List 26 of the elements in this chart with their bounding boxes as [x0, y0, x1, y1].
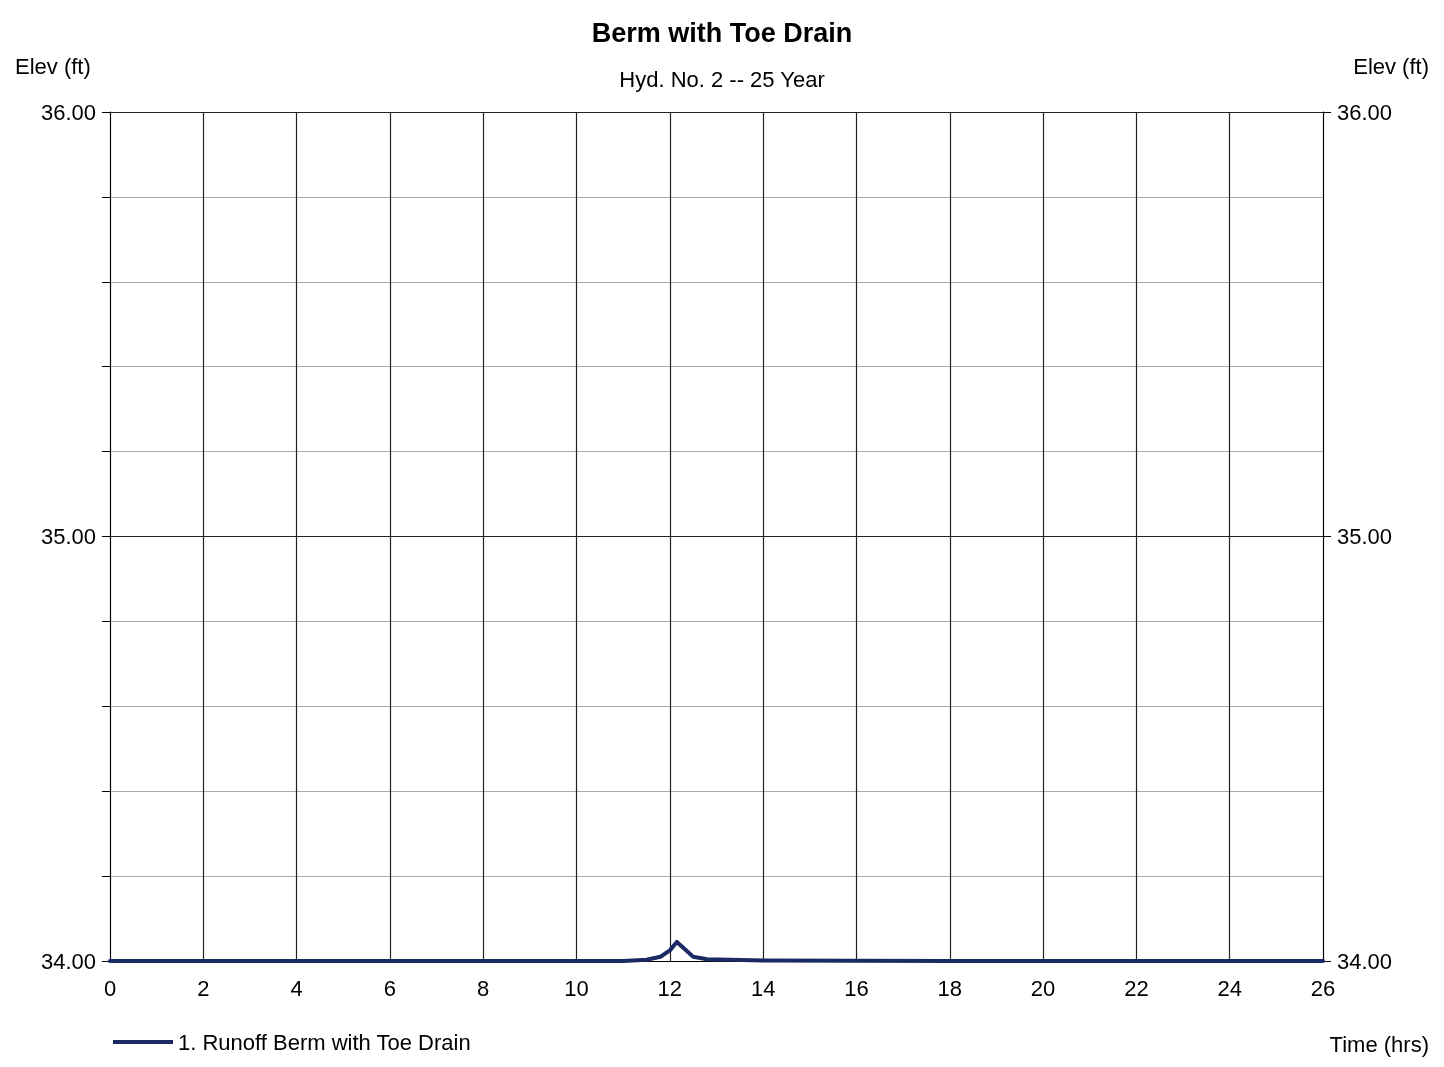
x-tick-label: 6 [383, 975, 397, 1001]
legend-label: 1. Runoff Berm with Toe Drain [178, 1029, 471, 1055]
x-axis-title: Time (hrs) [1329, 1031, 1430, 1057]
y2-tick-label: 36.00 [1337, 99, 1393, 125]
x-tick-label: 18 [937, 975, 963, 1001]
x-tick-label: 26 [1310, 975, 1336, 1001]
x-tick-label: 8 [477, 975, 490, 1001]
x-tick-label: 20 [1030, 975, 1056, 1001]
x-tick-label: 22 [1124, 975, 1149, 1001]
x-tick-label: 0 [103, 975, 117, 1001]
x-tick-label: 4 [290, 975, 303, 1001]
chart-title: Berm with Toe Drain [591, 17, 853, 48]
x-tick-label: 12 [657, 975, 683, 1001]
x-tick-label: 24 [1217, 975, 1242, 1001]
y-tick-label: 35.00 [40, 524, 96, 549]
y2-tick-label: 35.00 [1337, 524, 1393, 549]
y2-axis-title: Elev (ft) [1353, 53, 1430, 79]
x-tick-label: 10 [564, 975, 589, 1001]
y-axis-title: Elev (ft) [15, 53, 91, 79]
x-tick-label: 14 [750, 975, 776, 1001]
y2-tick-label: 34.00 [1337, 948, 1393, 974]
x-tick-label: 2 [197, 975, 210, 1001]
y-tick-label: 36.00 [40, 99, 96, 125]
x-tick-label: 16 [844, 975, 869, 1001]
chart-subtitle: Hyd. No. 2 -- 25 Year [619, 66, 825, 92]
y-tick-label: 34.00 [40, 948, 96, 974]
